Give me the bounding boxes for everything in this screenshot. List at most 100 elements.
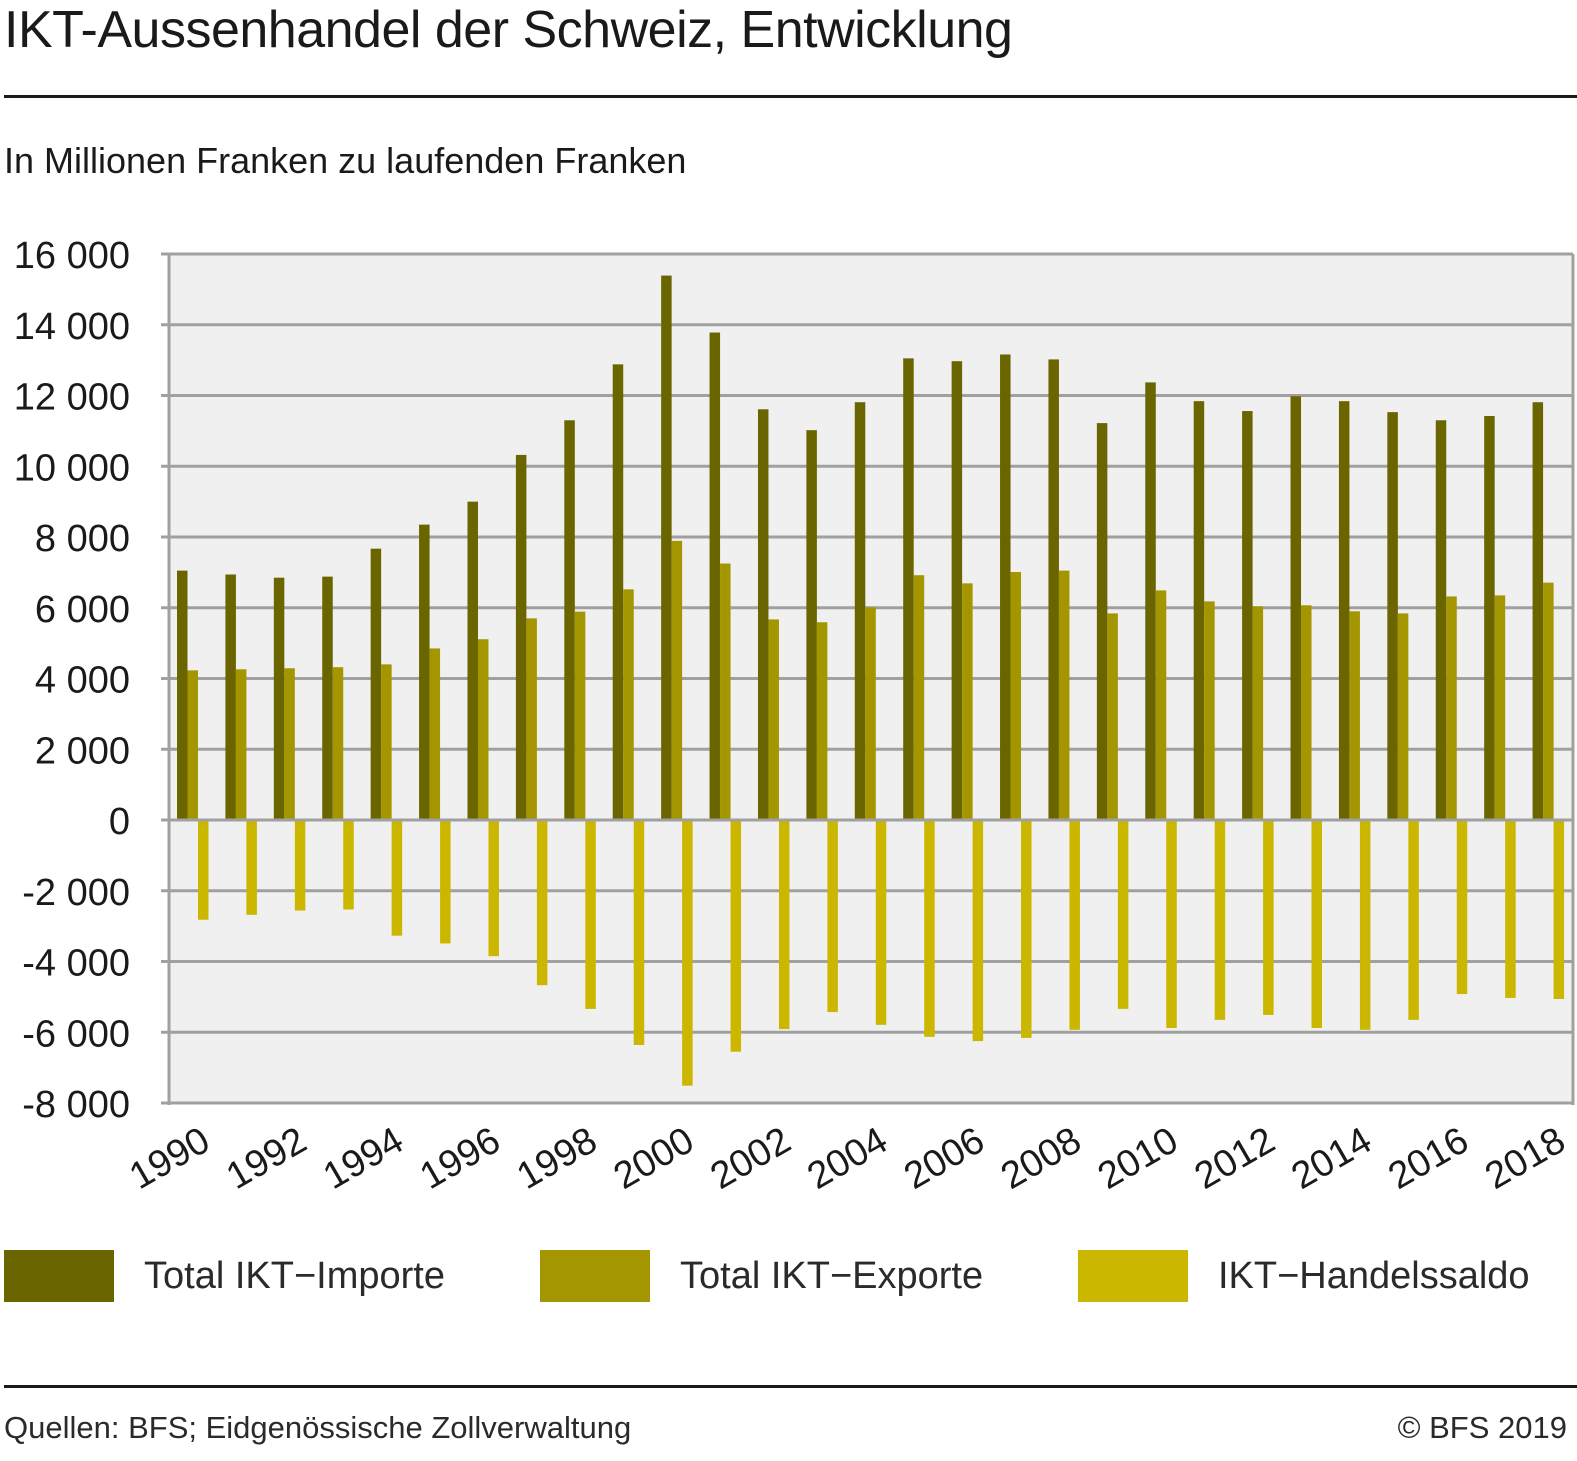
bar-saldo-1990 [198, 820, 209, 920]
legend-label-importe: Total IKT−Importe [144, 1254, 445, 1297]
y-axis-ticks: 16 000 14 000 12 000 10 000 8 000 6 000 4 000 2… [14, 235, 130, 1126]
y-tick-label: 6 000 [35, 589, 130, 631]
chart-title: IKT-Aussenhandel der Schweiz, Entwicklun… [4, 1, 1013, 59]
bar-exporte-2015 [1397, 613, 1409, 820]
x-tick-label: 2006 [897, 1119, 991, 1198]
bar-importe-2001 [709, 332, 721, 820]
bar-chart: 16 000 14 000 12 000 10 000 8 000 6 000 4 000 2… [14, 235, 1575, 1198]
y-tick-label: -6 000 [22, 1013, 130, 1055]
bar-exporte-2014 [1349, 611, 1360, 820]
bar-exporte-2017 [1494, 595, 1506, 820]
x-tick-label: 1990 [123, 1119, 217, 1198]
bar-exporte-2011 [1204, 601, 1215, 820]
y-tick-label: 10 000 [14, 447, 130, 489]
bar-saldo-2001 [730, 820, 742, 1052]
bar-importe-1999 [612, 364, 624, 820]
y-tick-label: 8 000 [35, 518, 130, 560]
bar-exporte-2002 [768, 619, 779, 820]
legend-swatch-exporte [540, 1250, 650, 1302]
y-tick-label: 12 000 [14, 377, 130, 419]
bar-exporte-1992 [284, 668, 295, 820]
bar-saldo-2000 [682, 820, 693, 1086]
bar-importe-1998 [564, 420, 575, 820]
x-tick-label: 1992 [220, 1119, 314, 1198]
bar-importe-2007 [1000, 354, 1011, 820]
bar-saldo-1992 [294, 820, 306, 911]
x-tick-label: 2010 [1091, 1119, 1185, 1198]
x-tick-label: 2012 [1188, 1119, 1282, 1198]
y-tick-label: 2 000 [35, 730, 130, 772]
bar-saldo-2018 [1553, 820, 1565, 999]
y-tick-label: 0 [109, 801, 130, 843]
bar-exporte-2018 [1543, 582, 1554, 820]
bar-exporte-1996 [477, 639, 489, 820]
x-tick-label: 1996 [413, 1119, 507, 1198]
bar-saldo-2008 [1069, 820, 1080, 1030]
bar-importe-2016 [1435, 420, 1447, 820]
bar-saldo-2014 [1359, 820, 1371, 1030]
bar-importe-2003 [806, 430, 817, 820]
bar-exporte-2006 [962, 583, 973, 820]
x-tick-label: 2000 [607, 1119, 701, 1198]
bar-saldo-2015 [1408, 820, 1419, 1020]
bar-saldo-2012 [1263, 820, 1274, 1015]
bar-saldo-2005 [924, 820, 935, 1037]
chart-subtitle: In Millionen Franken zu laufenden Franke… [4, 140, 687, 181]
bar-saldo-1991 [246, 820, 257, 915]
bar-exporte-2010 [1155, 590, 1167, 820]
bar-exporte-1994 [381, 664, 392, 820]
x-tick-label: 1994 [316, 1119, 410, 1198]
copyright-note: © BFS 2019 [1397, 1410, 1567, 1445]
bar-importe-1996 [467, 501, 478, 820]
bar-saldo-2010 [1166, 820, 1177, 1029]
bar-importe-2002 [757, 409, 769, 820]
bar-importe-2006 [951, 361, 963, 820]
bar-exporte-2013 [1301, 605, 1312, 820]
bar-exporte-2007 [1010, 572, 1022, 820]
bar-saldo-2002 [778, 820, 790, 1030]
bar-importe-2013 [1290, 396, 1302, 820]
bar-importe-2012 [1242, 411, 1253, 820]
bar-exporte-2004 [865, 607, 876, 820]
bars [177, 275, 1565, 1086]
bar-saldo-2007 [1021, 820, 1032, 1038]
bar-exporte-1999 [623, 589, 634, 820]
bar-saldo-1995 [440, 820, 451, 944]
bar-importe-1993 [322, 576, 333, 820]
x-axis-ticks: 1990 1992 1994 1996 1998 2000 2002 2004 2006 2008… [123, 1119, 1573, 1198]
bar-exporte-1991 [235, 669, 247, 820]
bar-exporte-2000 [671, 540, 683, 820]
bar-exporte-2001 [720, 563, 731, 820]
bar-exporte-2016 [1446, 596, 1457, 820]
bar-importe-1991 [225, 574, 236, 820]
bar-importe-2004 [854, 402, 866, 820]
bar-saldo-2016 [1456, 820, 1468, 995]
series-1 [187, 540, 1554, 820]
legend-swatch-handelssaldo [1078, 1250, 1188, 1302]
bar-saldo-2017 [1505, 820, 1516, 998]
x-tick-label: 2008 [994, 1119, 1088, 1198]
x-tick-label: 2016 [1381, 1119, 1475, 1198]
bar-saldo-2003 [827, 820, 838, 1013]
bar-importe-2009 [1096, 423, 1108, 820]
y-tick-label: 4 000 [35, 660, 130, 702]
bar-saldo-1997 [536, 820, 548, 986]
bar-saldo-1998 [585, 820, 596, 1009]
bar-importe-2005 [903, 358, 914, 820]
bar-importe-2008 [1048, 359, 1059, 820]
bar-importe-1995 [419, 524, 430, 820]
bar-exporte-1997 [526, 618, 537, 820]
y-tick-label: -8 000 [22, 1084, 130, 1126]
bar-exporte-1993 [332, 667, 344, 820]
bar-importe-1994 [370, 548, 382, 820]
bar-importe-1997 [515, 454, 527, 820]
source-note: Quellen: BFS; Eidgenössische Zollverwalt… [4, 1410, 632, 1445]
bar-importe-1992 [273, 577, 285, 820]
bar-exporte-2008 [1058, 570, 1070, 820]
y-tick-label: -4 000 [22, 943, 130, 985]
bar-saldo-2009 [1117, 820, 1129, 1009]
y-tick-label: 16 000 [14, 235, 130, 277]
legend-item-handelssaldo: IKT−Handelssaldo [1078, 1250, 1530, 1302]
bar-importe-2015 [1387, 412, 1398, 820]
bar-exporte-1998 [574, 611, 586, 820]
